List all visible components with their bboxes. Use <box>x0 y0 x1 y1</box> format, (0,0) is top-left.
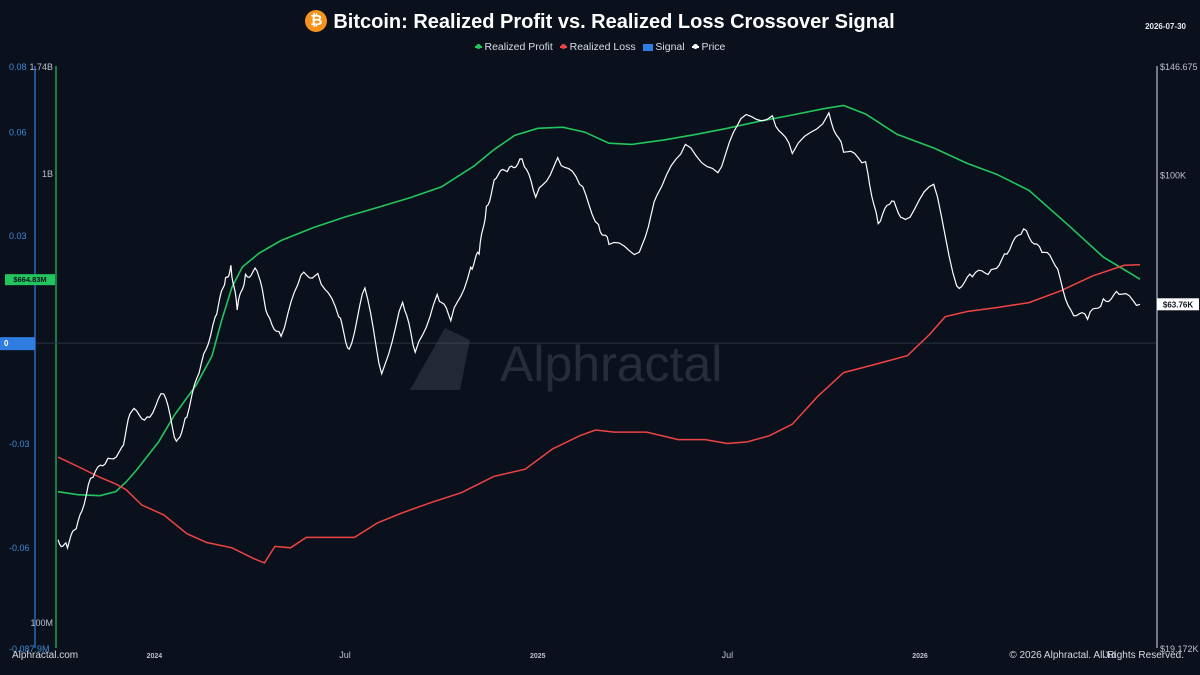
legend-item-realized-profit[interactable]: Realized Profit <box>474 41 553 53</box>
realized-tick-label: 1B <box>42 169 53 179</box>
chart-date: 2026-07-30 <box>1145 22 1186 31</box>
chart-title: ₿ Bitcoin: Realized Profit vs. Realized L… <box>0 8 1200 36</box>
footer-site: Alphractal.com <box>12 650 79 661</box>
realized-tick-label: 100M <box>30 618 53 628</box>
price-line <box>57 111 1141 551</box>
realized-profit-line <box>57 104 1141 497</box>
bitcoin-icon: ₿ <box>305 9 328 32</box>
signal-tick-label: 0.08 <box>9 62 27 72</box>
legend-item-signal[interactable]: Signal <box>642 41 685 53</box>
footer-copyright: © 2026 Alphractal. All Rights Reserved. <box>1009 650 1184 661</box>
signal-tick-label: -0.03 <box>9 439 30 449</box>
price-current-label: $63.76K <box>1163 300 1193 309</box>
signal-tick-label: 0.06 <box>9 127 27 137</box>
x-tick-label: Jul <box>1104 650 1116 660</box>
x-tick-label: Jul <box>722 650 734 660</box>
signal-tick-label: -0.06 <box>9 543 30 553</box>
legend-item-realized-loss[interactable]: Realized Loss <box>559 41 636 53</box>
legend-label: Realized Loss <box>569 41 636 53</box>
signal-current-label: 0 <box>4 339 9 348</box>
price-tick-label: $146.675 <box>1160 62 1198 72</box>
x-tick-label: 2025 <box>530 653 546 660</box>
watermark-text: Alphractal <box>500 336 722 392</box>
x-tick-label: Jul <box>339 650 351 660</box>
signal-current-tag <box>0 337 35 351</box>
legend-item-price[interactable]: Price <box>691 41 726 53</box>
price-tick-label: $100K <box>1160 171 1186 181</box>
legend-label: Price <box>701 41 726 53</box>
legend-label: Realized Profit <box>484 41 553 53</box>
realized-loss-line <box>57 263 1141 564</box>
chart-title-text: Bitcoin: Realized Profit vs. Realized Lo… <box>333 11 895 33</box>
realized-tick-label: 1.74B <box>29 62 53 72</box>
realized-current-label: $664.83M <box>13 275 46 284</box>
watermark-logo-icon <box>410 328 470 390</box>
x-tick-label: 2026 <box>912 653 928 660</box>
signal-tick-label: 0.03 <box>9 231 27 241</box>
signal-tick-label: -0.087.9M <box>9 644 50 654</box>
realized-current-tag <box>5 274 55 286</box>
legend: Realized Profit Realized Loss Signal Pri… <box>0 41 1200 53</box>
price-current-tag <box>1157 298 1199 311</box>
price-tick-label: $19.172K <box>1160 644 1199 654</box>
legend-label: Signal <box>655 41 685 53</box>
x-tick-label: 2024 <box>147 653 163 660</box>
